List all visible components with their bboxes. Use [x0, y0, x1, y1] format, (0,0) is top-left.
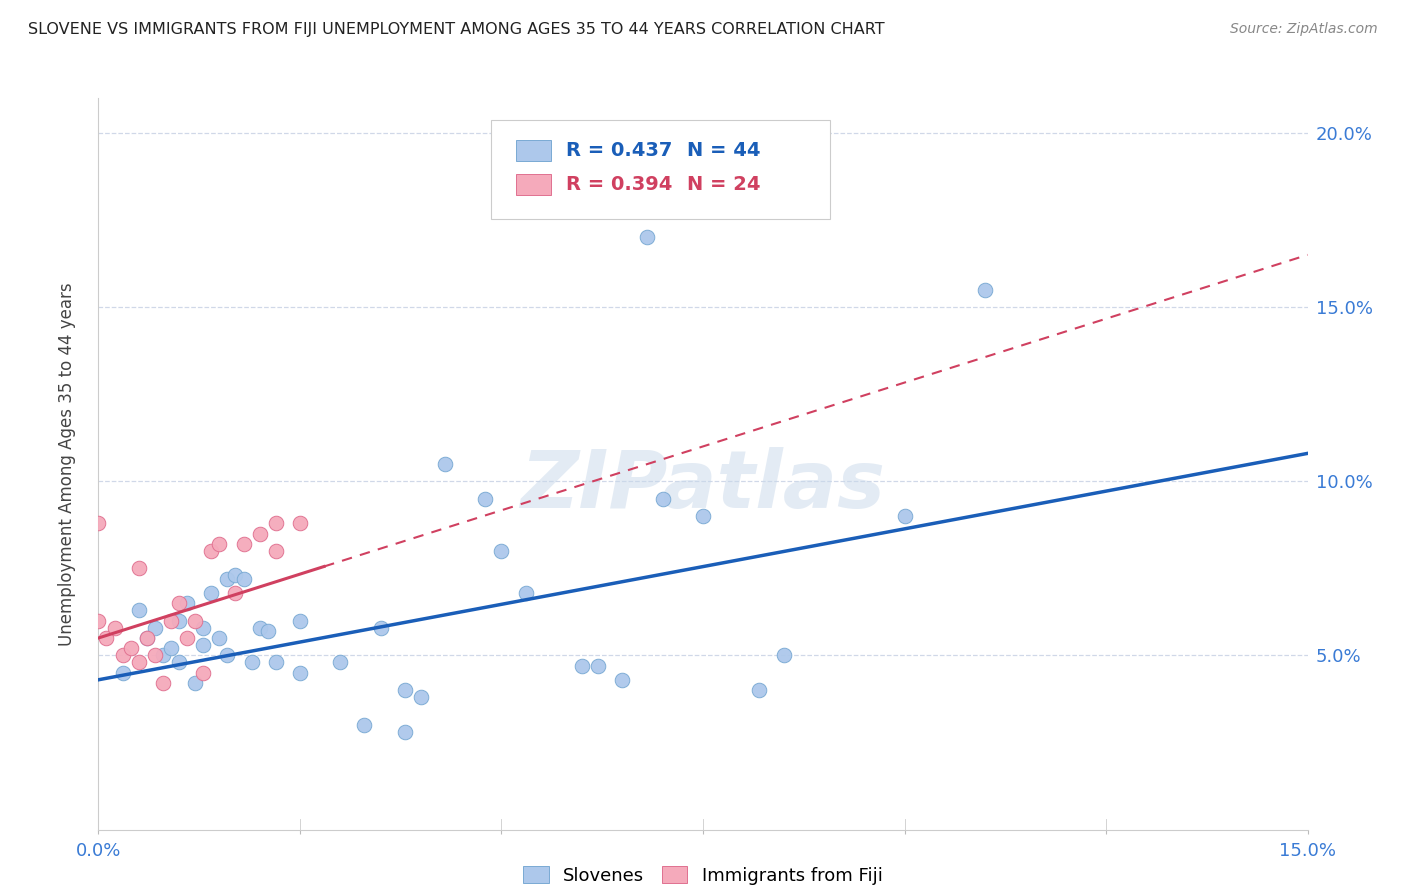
Point	[264, 544, 287, 558]
Point	[135, 631, 157, 645]
Point	[193, 638, 215, 652]
Point	[208, 537, 231, 551]
Point	[193, 621, 215, 635]
Point	[128, 603, 150, 617]
FancyBboxPatch shape	[492, 120, 830, 219]
Point	[111, 665, 134, 680]
Point	[184, 614, 207, 628]
Point	[167, 614, 190, 628]
Point	[772, 648, 794, 663]
Point	[692, 509, 714, 524]
Point	[288, 665, 311, 680]
Point	[224, 585, 246, 599]
Point	[176, 596, 198, 610]
Point	[394, 725, 416, 739]
Point	[491, 544, 513, 558]
Point	[152, 676, 174, 690]
Point	[232, 537, 254, 551]
Text: R = 0.437: R = 0.437	[567, 141, 672, 161]
Point	[974, 283, 997, 297]
Point	[120, 641, 142, 656]
Point	[152, 648, 174, 663]
Point	[135, 631, 157, 645]
Text: Source: ZipAtlas.com: Source: ZipAtlas.com	[1230, 22, 1378, 37]
Point	[87, 516, 110, 530]
Legend: Slovenes, Immigrants from Fiji: Slovenes, Immigrants from Fiji	[515, 857, 891, 892]
Point	[128, 656, 150, 670]
Point	[87, 614, 110, 628]
Point	[434, 457, 457, 471]
FancyBboxPatch shape	[516, 174, 551, 195]
Text: R = 0.394: R = 0.394	[567, 175, 672, 194]
Point	[160, 614, 183, 628]
Point	[249, 621, 271, 635]
Point	[111, 648, 134, 663]
Point	[256, 624, 278, 638]
Point	[474, 491, 496, 506]
Point	[288, 516, 311, 530]
Point	[636, 230, 658, 244]
Point	[240, 656, 263, 670]
FancyBboxPatch shape	[516, 140, 551, 161]
Point	[167, 656, 190, 670]
Point	[288, 614, 311, 628]
Point	[586, 658, 609, 673]
Point	[128, 561, 150, 575]
Point	[224, 568, 246, 582]
Point	[96, 631, 118, 645]
Point	[264, 516, 287, 530]
Point	[353, 718, 375, 732]
Point	[217, 648, 239, 663]
Point	[409, 690, 432, 705]
Point	[217, 572, 239, 586]
Text: ZIPatlas: ZIPatlas	[520, 447, 886, 524]
Point	[249, 526, 271, 541]
Point	[143, 648, 166, 663]
Text: N = 44: N = 44	[688, 141, 761, 161]
Point	[893, 509, 915, 524]
Point	[515, 585, 537, 599]
Point	[208, 631, 231, 645]
Point	[184, 676, 207, 690]
Point	[394, 683, 416, 698]
Point	[748, 683, 770, 698]
Point	[232, 572, 254, 586]
Text: SLOVENE VS IMMIGRANTS FROM FIJI UNEMPLOYMENT AMONG AGES 35 TO 44 YEARS CORRELATI: SLOVENE VS IMMIGRANTS FROM FIJI UNEMPLOY…	[28, 22, 884, 37]
Point	[103, 621, 125, 635]
Point	[571, 658, 593, 673]
Point	[264, 656, 287, 670]
Text: N = 24: N = 24	[688, 175, 761, 194]
Point	[612, 673, 634, 687]
Point	[651, 491, 673, 506]
Point	[329, 656, 352, 670]
Point	[200, 585, 222, 599]
Point	[370, 621, 392, 635]
Point	[176, 631, 198, 645]
Y-axis label: Unemployment Among Ages 35 to 44 years: Unemployment Among Ages 35 to 44 years	[58, 282, 76, 646]
Point	[167, 596, 190, 610]
Point	[160, 641, 183, 656]
Point	[200, 544, 222, 558]
Point	[143, 621, 166, 635]
Point	[193, 665, 215, 680]
